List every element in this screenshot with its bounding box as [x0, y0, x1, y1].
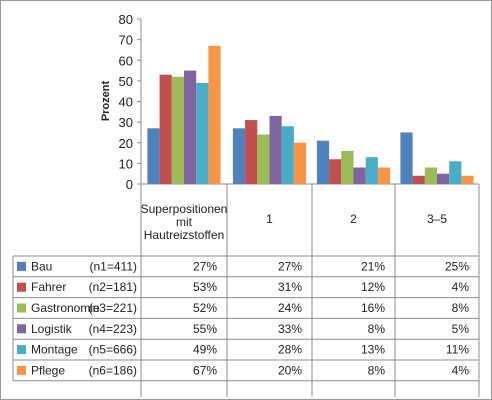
bar-montage-1	[281, 126, 294, 184]
data-label: 8%	[368, 363, 386, 377]
bar-gastronomie-1	[257, 134, 270, 184]
legend-name: Fahrer	[31, 280, 66, 294]
data-label: 12%	[361, 280, 385, 294]
y-tick-label: 30	[119, 115, 133, 130]
bar-gastronomie-2	[341, 151, 354, 184]
x-category-label: 2	[350, 212, 357, 226]
data-label: 4%	[452, 363, 470, 377]
bar-bau-1	[232, 128, 246, 184]
x-category-label: Superpositionen	[141, 202, 228, 216]
x-category-label: Hautreizstoffen	[144, 228, 225, 242]
data-label: 24%	[278, 301, 302, 315]
legend-sample-size: (n5=666)	[89, 343, 137, 357]
bar-fahrer-0	[159, 74, 172, 184]
bar-montage-0	[196, 82, 209, 184]
bar-fahrer-3	[412, 175, 425, 184]
data-label: 53%	[193, 280, 217, 294]
bar-pflege-3	[461, 175, 474, 184]
data-label: 67%	[193, 363, 217, 377]
data-label: 8%	[452, 301, 470, 315]
data-label: 33%	[278, 322, 302, 336]
data-label: 13%	[361, 343, 385, 357]
data-label: 52%	[193, 301, 217, 315]
data-label: 20%	[278, 363, 302, 377]
bar-logistik-3	[437, 173, 450, 184]
bar-montage-2	[365, 157, 378, 184]
y-tick-label: 70	[119, 33, 133, 48]
legend-sample-size: (n6=186)	[89, 363, 137, 377]
bar-gastronomie-0	[171, 76, 184, 184]
y-tick-label: 0	[126, 177, 133, 192]
y-tick-label: 10	[119, 156, 133, 171]
x-category-label: 3–5	[427, 212, 447, 226]
legend-sample-size: (n2=181)	[89, 280, 137, 294]
y-tick-label: 60	[119, 53, 133, 68]
y-tick-label: 40	[119, 95, 133, 110]
legend-name: Montage	[31, 343, 78, 357]
bar-fahrer-2	[329, 159, 342, 184]
bar-bau-2	[316, 140, 330, 184]
bar-pflege-0	[208, 45, 221, 184]
legend-key-logistik	[17, 324, 26, 334]
bar-pflege-2	[377, 167, 391, 184]
legend-sample-size: (n4=223)	[89, 322, 137, 336]
legend-name: Pflege	[31, 363, 65, 377]
legend-name: Logistik	[31, 322, 73, 336]
data-label: 27%	[193, 259, 217, 273]
data-label: 27%	[278, 259, 302, 273]
data-label: 28%	[278, 343, 302, 357]
bar-logistik-2	[353, 167, 366, 184]
legend-sample-size: (n1=411)	[90, 259, 137, 273]
legend-sample-size: (n3=221)	[89, 301, 137, 315]
bar-bau-3	[400, 132, 413, 184]
data-label: 8%	[368, 322, 386, 336]
data-label: 5%	[452, 322, 470, 336]
legend-key-montage	[17, 345, 26, 355]
bar-fahrer-1	[245, 120, 258, 184]
bar-bau-0	[147, 128, 160, 184]
y-tick-label: 50	[119, 74, 133, 89]
legend-name: Bau	[31, 259, 52, 273]
data-label: 16%	[361, 301, 385, 315]
data-label: 25%	[445, 259, 469, 273]
data-label: 49%	[193, 343, 217, 357]
legend-key-gastronomie	[17, 303, 26, 313]
data-label: 11%	[446, 343, 469, 357]
legend-key-bau	[17, 261, 26, 271]
data-label: 55%	[193, 322, 217, 336]
x-category-label: 1	[266, 212, 273, 226]
y-axis-title: Prozent	[100, 80, 112, 121]
legend-name: Gastronomie	[31, 301, 100, 315]
x-category-label: mit	[176, 215, 193, 229]
legend-key-pflege	[17, 365, 26, 375]
bar-montage-3	[449, 161, 462, 184]
y-tick-label: 20	[119, 136, 133, 151]
data-label: 31%	[278, 280, 302, 294]
bar-logistik-1	[269, 115, 282, 184]
data-label: 4%	[452, 280, 470, 294]
legend-key-fahrer	[17, 282, 26, 292]
y-tick-label: 80	[119, 12, 133, 27]
bar-logistik-0	[184, 70, 197, 184]
bar-pflege-1	[293, 142, 307, 184]
data-label: 21%	[361, 259, 385, 273]
bar-gastronomie-3	[424, 167, 437, 184]
